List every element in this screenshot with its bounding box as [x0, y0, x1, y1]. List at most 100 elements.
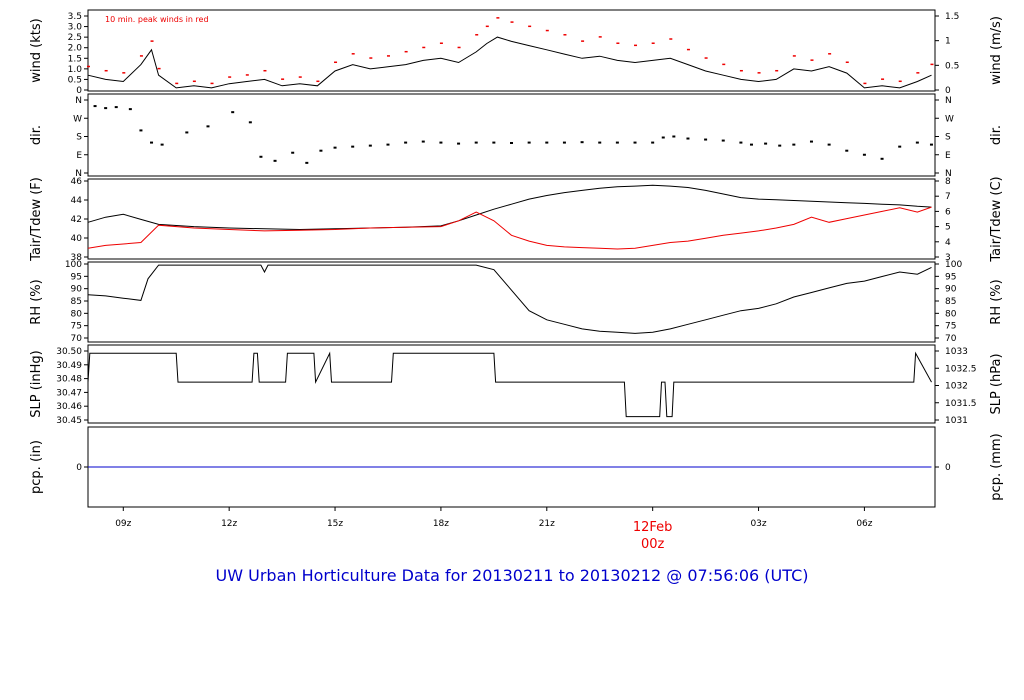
tdew-line	[87, 206, 932, 250]
direction-point	[880, 157, 884, 160]
wind-left-tick-label: 2.0	[68, 44, 83, 54]
wind-peak-point	[369, 57, 373, 59]
tair-line	[87, 184, 932, 231]
direction-point	[93, 105, 97, 108]
x-tick-label: 12z	[221, 519, 237, 529]
direction-left-tick-label: E	[76, 151, 82, 161]
wind-peak-point	[104, 69, 108, 72]
direction-point	[827, 143, 831, 146]
temperature-ylabel-left: Tair/Tdew (F)	[29, 177, 44, 262]
wind-peak-point	[150, 40, 154, 42]
wind-peak-point	[263, 69, 267, 72]
wind-right-tick-label: 1	[945, 37, 951, 47]
direction-left-tick-label: N	[75, 169, 82, 179]
x-tick-label: 06z	[856, 519, 872, 529]
date-label: 12Feb	[633, 520, 673, 535]
direction-right-tick-label: E	[945, 151, 951, 161]
wind-peak-point	[485, 25, 489, 28]
temperature-left-tick-label: 44	[71, 196, 83, 206]
temperature-left-tick-label: 40	[71, 234, 83, 244]
wind-peak-point	[792, 55, 796, 57]
date-time-label: 00z	[641, 537, 665, 552]
direction-point	[661, 136, 665, 139]
humidity-right-tick-label: 100	[945, 260, 962, 270]
humidity-right-tick-label: 80	[945, 309, 957, 319]
pressure-ylabel-left: SLP (inHg)	[29, 350, 44, 418]
wind-peak-point	[704, 57, 708, 59]
humidity-ylabel-right: RH (%)	[989, 279, 1004, 324]
direction-ylabel-right: dir.	[989, 125, 1004, 145]
direction-left-tick-label: S	[76, 133, 82, 143]
temperature-right-tick-label: 3	[945, 253, 951, 263]
wind-peak-point	[845, 61, 849, 64]
direction-point	[386, 143, 390, 146]
wind-peak-point	[828, 53, 832, 55]
direction-point	[231, 111, 235, 114]
direction-point	[510, 141, 513, 144]
chart-svg: wind (kts) wind (m/s)00.51.01.52.02.53.03…	[29, 9, 1004, 552]
temperature-ylabel-right: Tair/Tdew (C)	[989, 176, 1004, 262]
direction-point	[104, 107, 108, 110]
humidity-left-tick-label: 95	[71, 272, 82, 282]
direction-point	[492, 141, 496, 144]
wind-left-tick-label: 2.5	[68, 33, 82, 43]
direction-point	[206, 125, 210, 128]
humidity-left-tick-label: 85	[71, 297, 82, 307]
direction-point	[273, 159, 277, 162]
direction-right-tick-label: N	[945, 169, 952, 179]
direction-left-tick-label: W	[73, 114, 82, 124]
wind-left-tick-label: 3.5	[68, 12, 82, 22]
wind-peak-point	[545, 29, 549, 32]
wind-peak-point	[916, 72, 920, 74]
humidity-right-tick-label: 95	[945, 272, 956, 282]
direction-point	[686, 137, 690, 140]
pressure-right-tick-label: 1032.5	[945, 364, 977, 374]
direction-right-tick-label: S	[945, 133, 951, 143]
precipitation-right-tick-label: 0	[945, 463, 951, 473]
direction-point	[580, 141, 584, 144]
wind-peak-point	[881, 78, 885, 80]
wind-peak-point	[422, 46, 426, 49]
pressure-right-tick-label: 1031.5	[945, 399, 977, 409]
chart-title: UW Urban Horticulture Data for 20130211 …	[215, 566, 809, 585]
direction-point	[809, 140, 813, 143]
wind-peak-point	[898, 80, 902, 83]
direction-point	[778, 144, 782, 147]
humidity-line	[87, 264, 932, 334]
wind-peak-point	[810, 59, 814, 61]
wind-ylabel-right: wind (m/s)	[989, 16, 1004, 85]
precipitation-left-tick-label: 0	[76, 463, 82, 473]
wind-peak-point	[651, 42, 655, 44]
direction-point	[862, 153, 866, 156]
direction-point	[615, 141, 619, 144]
direction-point	[915, 141, 919, 144]
humidity-right-tick-label: 90	[945, 285, 957, 295]
wind-panel-frame	[87, 9, 936, 92]
direction-point	[633, 141, 637, 144]
direction-right-tick-label: W	[945, 114, 954, 124]
wind-peak-point	[192, 80, 196, 83]
direction-point	[421, 140, 425, 143]
wind-peak-point	[634, 44, 638, 47]
pressure-right-tick-label: 1033	[945, 347, 968, 357]
temperature-left-tick-label: 38	[71, 253, 83, 263]
pressure-left-tick-label: 30.45	[56, 416, 82, 426]
precipitation-ylabel-right: pcp. (mm)	[989, 433, 1004, 500]
direction-point	[404, 141, 408, 144]
wind-peak-point	[669, 38, 673, 40]
temperature-right-tick-label: 4	[945, 238, 951, 248]
wind-peak-point	[686, 48, 690, 51]
wind-peak-point	[139, 55, 143, 57]
wind-peak-point	[210, 82, 214, 85]
humidity-left-tick-label: 90	[71, 285, 83, 295]
wind-peak-point	[616, 42, 620, 44]
direction-point	[439, 141, 443, 144]
wind-peak-point	[775, 69, 779, 72]
wind-peak-point	[510, 21, 514, 23]
x-tick-label: 18z	[433, 519, 449, 529]
humidity-right-tick-label: 70	[945, 334, 957, 344]
direction-point	[185, 131, 189, 134]
direction-point	[457, 142, 461, 145]
direction-point	[739, 141, 743, 144]
wind-left-tick-label: 1.5	[68, 54, 82, 64]
